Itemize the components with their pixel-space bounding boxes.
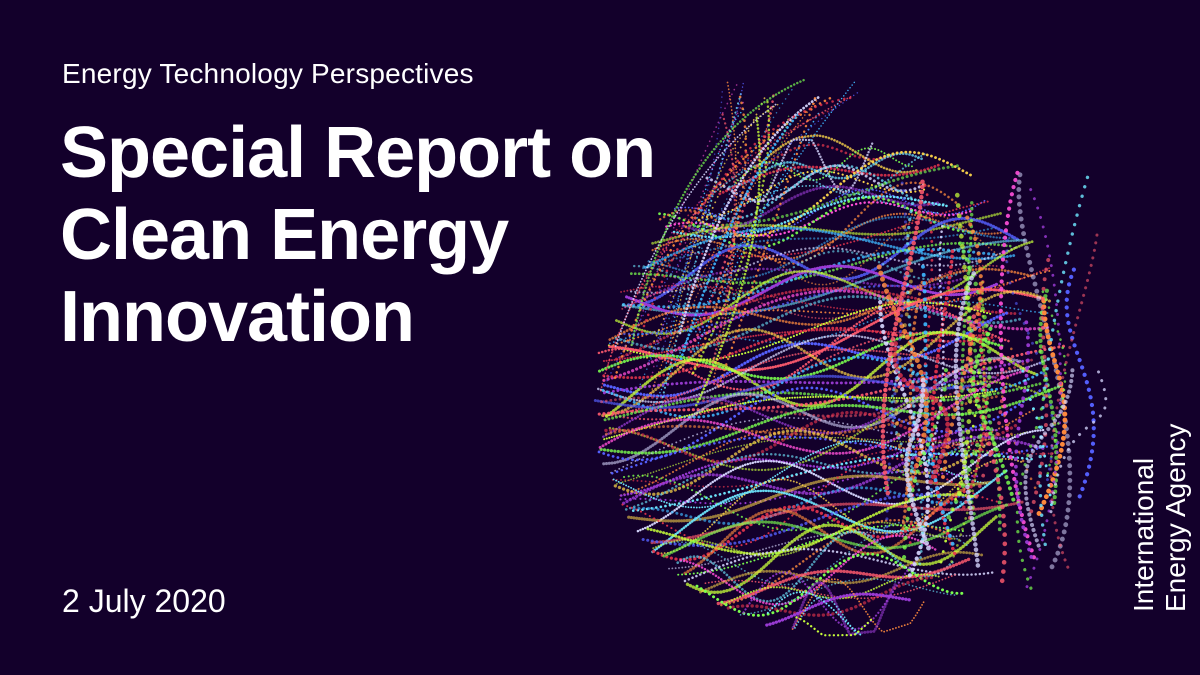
title-line-2: Clean Energy xyxy=(60,195,509,275)
title-line-1: Special Report on xyxy=(60,113,656,193)
series-label: Energy Technology Perspectives xyxy=(62,58,474,89)
organization-line-1: International xyxy=(1128,457,1159,612)
page-title: Special Report on Clean Energy Innovatio… xyxy=(60,112,656,358)
publication-date: 2 July 2020 xyxy=(62,583,226,619)
organization-name: International Energy Agency xyxy=(1128,424,1192,612)
organization-line-2: Energy Agency xyxy=(1160,423,1191,612)
title-line-3: Innovation xyxy=(60,277,415,357)
